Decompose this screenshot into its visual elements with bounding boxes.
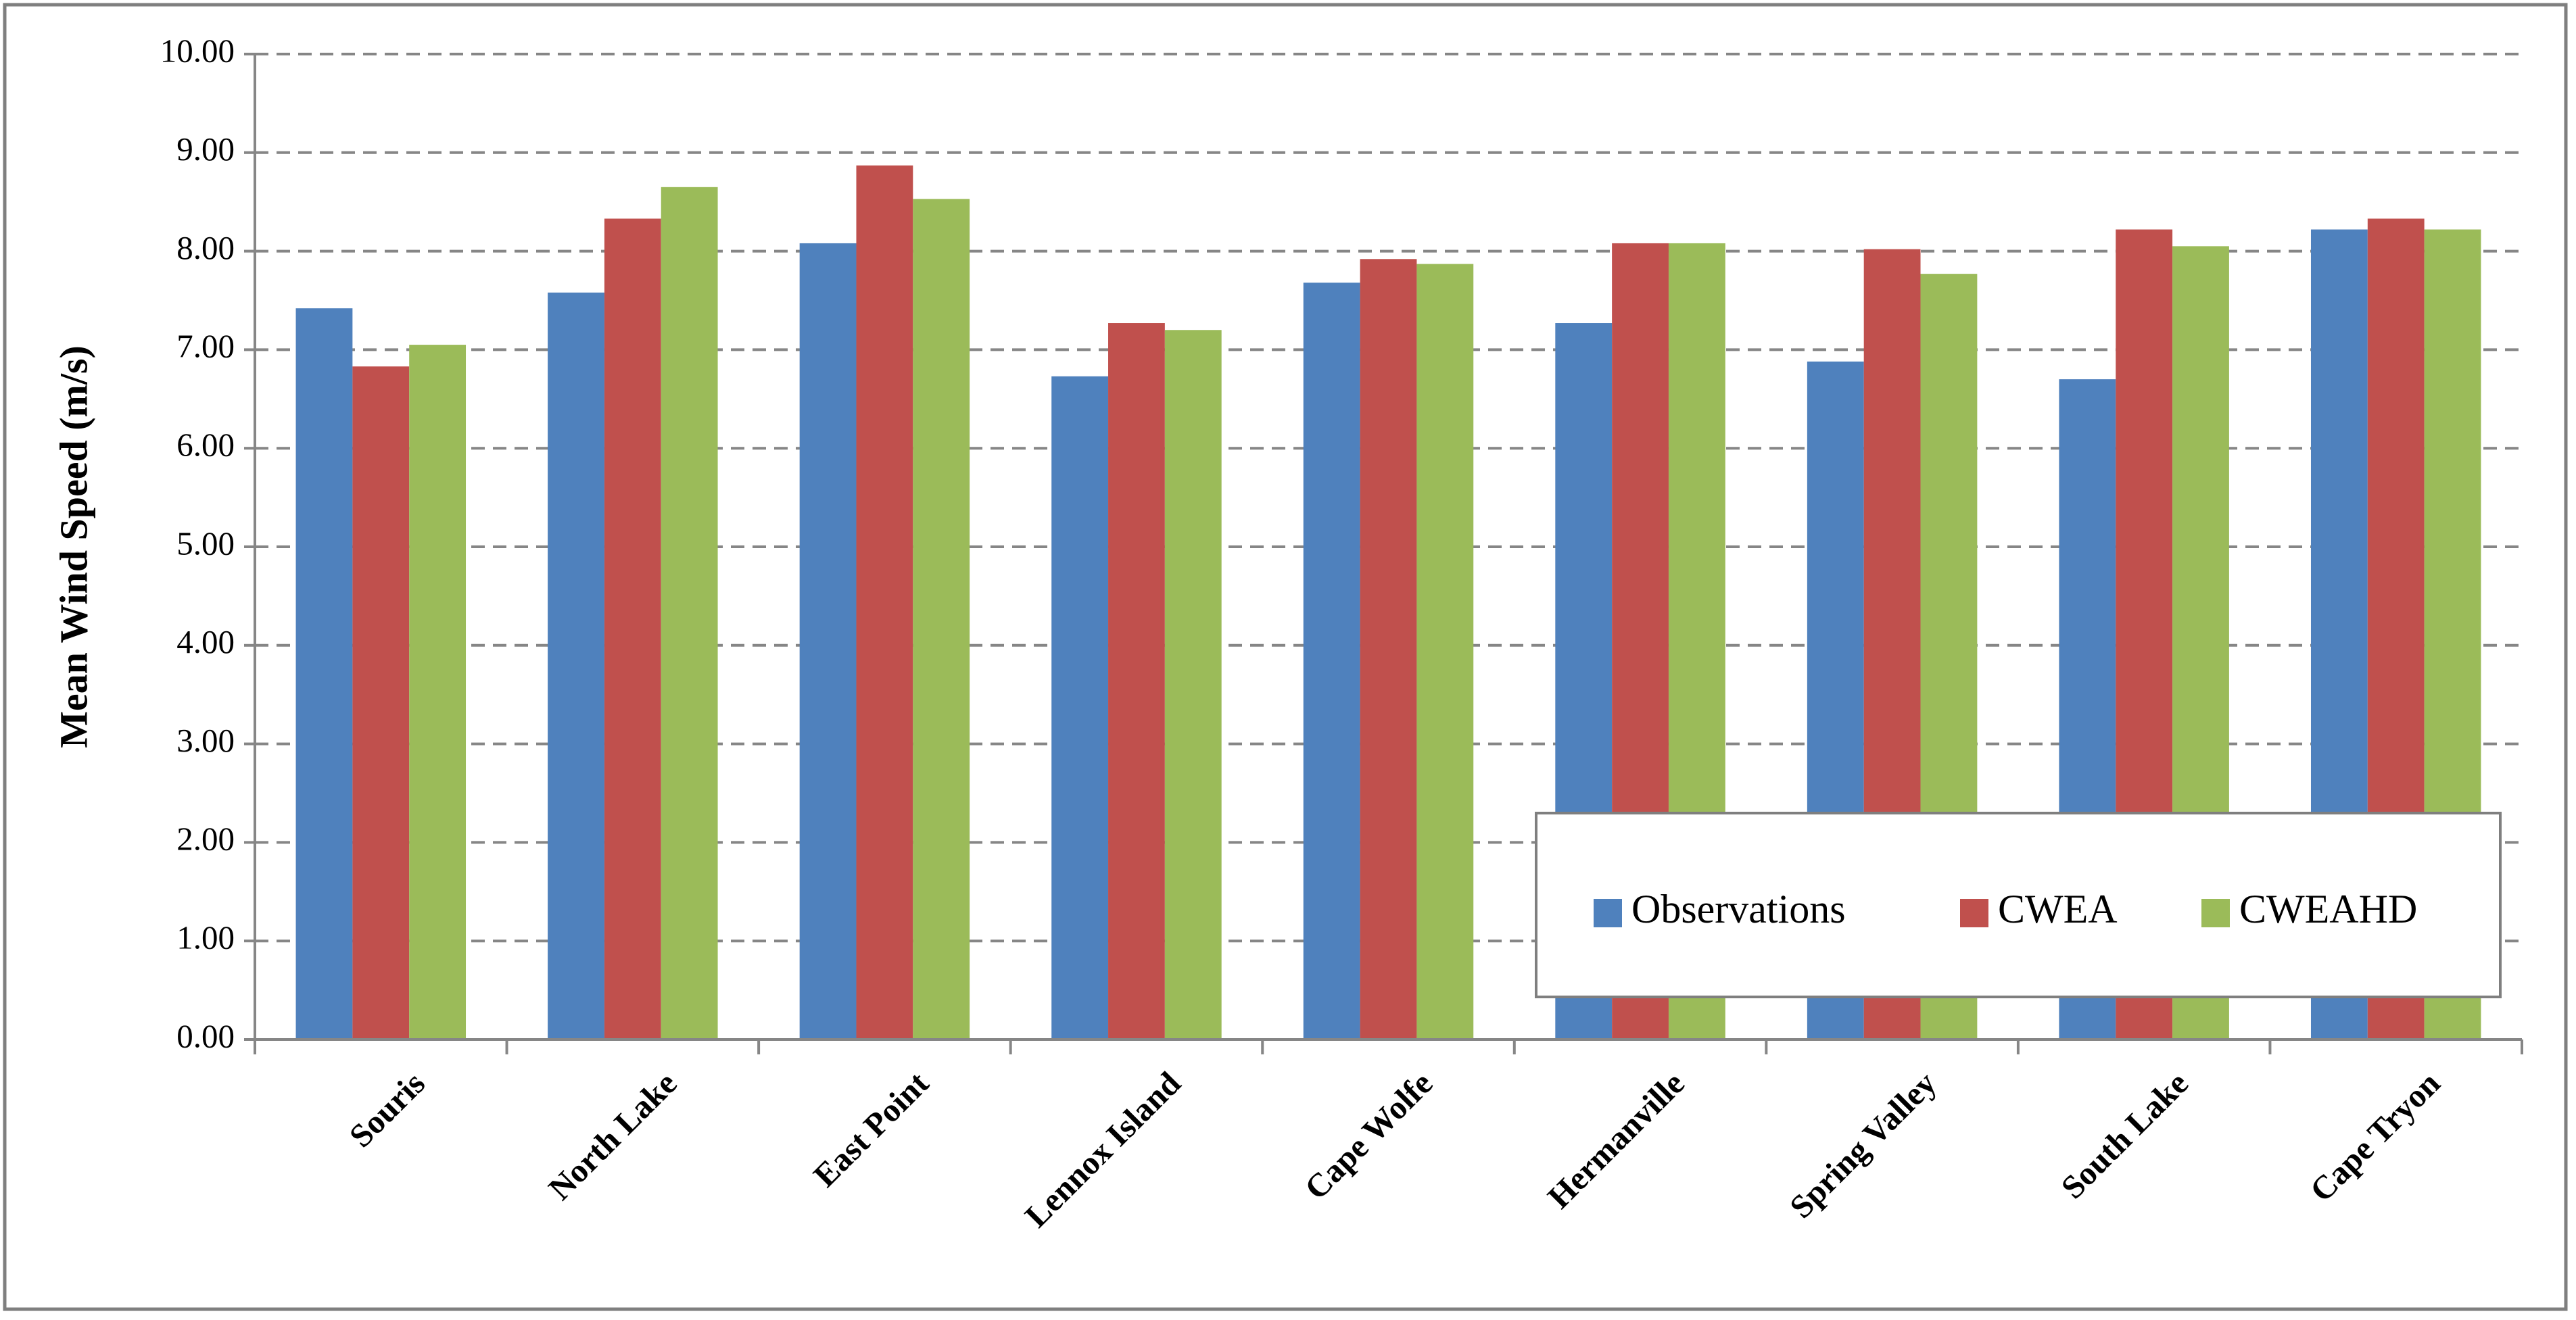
y-tick-label: 1.00: [176, 919, 235, 956]
y-tick-label: 0.00: [176, 1017, 235, 1054]
bar: [913, 199, 970, 1040]
bar: [1416, 264, 1474, 1040]
y-tick-label: 6.00: [176, 426, 235, 463]
bar: [548, 292, 604, 1040]
legend-swatch: [2201, 899, 2230, 927]
y-tick-label: 2.00: [176, 821, 235, 858]
bar: [1108, 323, 1165, 1040]
y-axis-title: Mean Wind Speed (m/s): [51, 345, 95, 748]
bar: [661, 187, 718, 1040]
y-tick-label: 5.00: [176, 524, 235, 562]
bar: [1303, 283, 1360, 1040]
y-tick-label: 10.00: [160, 32, 235, 69]
bar: [604, 218, 661, 1040]
bar: [799, 243, 857, 1040]
legend-label: CWEAHD: [2239, 887, 2417, 931]
legend: Observations CWEA CWEAHD: [1535, 812, 2502, 998]
bar: [352, 366, 410, 1040]
legend-box: [1535, 812, 2502, 998]
legend-label: CWEA: [1998, 887, 2118, 931]
bar: [1051, 376, 1109, 1040]
y-tick-label: 3.00: [176, 722, 235, 759]
bar: [856, 165, 913, 1040]
bar: [1164, 330, 1222, 1040]
legend-label: Observations: [1631, 887, 1846, 931]
bar: [409, 345, 467, 1040]
y-tick-label: 8.00: [176, 229, 235, 266]
y-tick-label: 4.00: [176, 623, 235, 660]
bar: [1360, 259, 1417, 1040]
bar: [295, 308, 353, 1040]
legend-swatch: [1960, 899, 1988, 927]
y-tick-label: 7.00: [176, 328, 235, 365]
legend-swatch: [1594, 899, 1622, 927]
y-tick-label: 9.00: [176, 130, 235, 168]
